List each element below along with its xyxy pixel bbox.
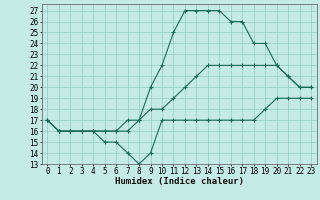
X-axis label: Humidex (Indice chaleur): Humidex (Indice chaleur) <box>115 177 244 186</box>
